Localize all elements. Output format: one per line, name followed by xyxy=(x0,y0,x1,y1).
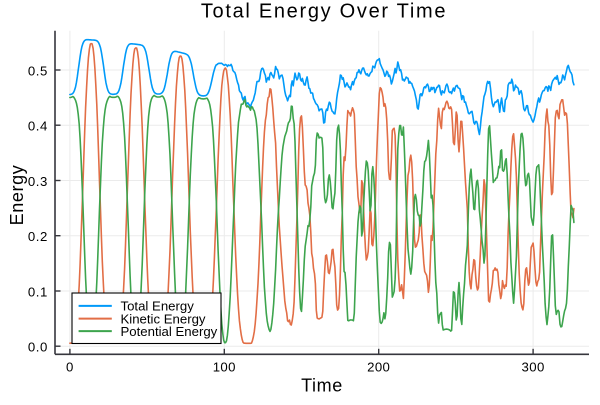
svg-text:0.4: 0.4 xyxy=(28,119,48,134)
svg-text:0.5: 0.5 xyxy=(28,63,48,78)
svg-text:200: 200 xyxy=(367,360,390,375)
svg-text:300: 300 xyxy=(521,360,544,375)
svg-text:0.3: 0.3 xyxy=(28,174,48,189)
svg-text:0: 0 xyxy=(66,360,74,375)
svg-text:Energy: Energy xyxy=(7,165,27,226)
svg-text:0.2: 0.2 xyxy=(28,229,48,244)
svg-text:Time: Time xyxy=(301,376,343,396)
svg-text:Potential Energy: Potential Energy xyxy=(121,324,218,339)
svg-text:Total Energy Over Time: Total Energy Over Time xyxy=(201,1,447,23)
svg-text:Kinetic Energy: Kinetic Energy xyxy=(121,311,206,326)
svg-text:0.1: 0.1 xyxy=(28,284,48,299)
svg-text:0.0: 0.0 xyxy=(28,340,48,355)
svg-text:100: 100 xyxy=(213,360,236,375)
svg-text:Total Energy: Total Energy xyxy=(121,299,195,314)
